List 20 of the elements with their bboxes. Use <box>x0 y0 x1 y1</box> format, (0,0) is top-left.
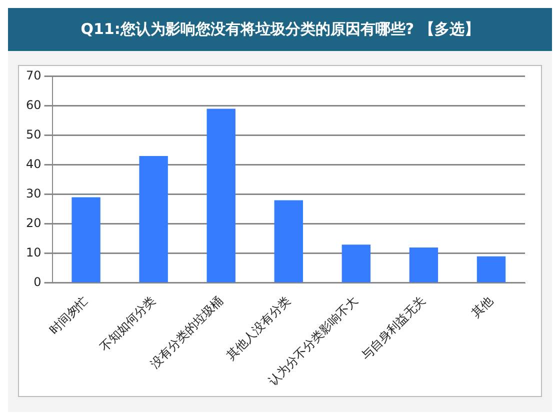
bar <box>409 248 438 282</box>
y-tick-label: 50 <box>26 127 42 142</box>
x-tick-label: 时间匆忙 <box>46 293 90 338</box>
bar <box>206 108 236 282</box>
x-tick-label: 其他 <box>468 293 496 320</box>
y-tick-label: 60 <box>26 98 42 112</box>
y-tick-label: 10 <box>26 246 42 260</box>
y-tick-label: 20 <box>26 216 42 230</box>
bar <box>274 200 303 282</box>
x-tick-label: 不知如何分类 <box>97 293 158 354</box>
y-tick-label: 0 <box>34 275 42 290</box>
y-tick-label: 30 <box>26 186 42 200</box>
bar <box>342 244 371 282</box>
chart-title: Q11:您认为影响您没有将垃圾分类的原因有哪些? 【多选】 <box>8 8 552 51</box>
bar <box>139 156 168 282</box>
x-tick-label: 与自身利益无关 <box>358 293 428 363</box>
bar <box>476 256 506 282</box>
y-tick-label: 70 <box>26 68 42 82</box>
bar <box>72 197 100 282</box>
y-tick-label: 40 <box>26 156 42 171</box>
